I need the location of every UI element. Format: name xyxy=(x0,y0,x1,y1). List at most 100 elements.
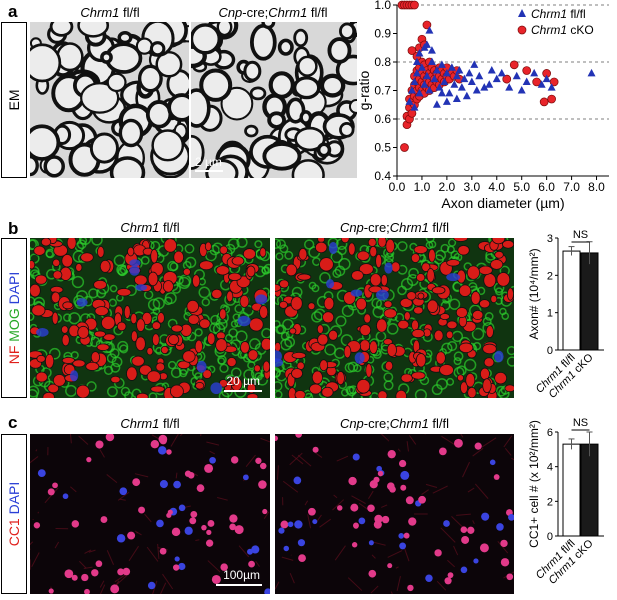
dapi-nucleus xyxy=(129,266,139,276)
em-image-cko: 2 µm xyxy=(191,22,357,178)
nf-axon xyxy=(329,330,338,340)
nf-axon xyxy=(319,258,333,271)
nf-axon xyxy=(337,371,345,384)
nf-axon xyxy=(161,346,168,353)
nf-axon xyxy=(418,293,424,299)
cc1-cell xyxy=(367,504,375,512)
nf-axon xyxy=(147,371,160,383)
nf-axon xyxy=(232,257,244,266)
genotype-suffix: fl/fl xyxy=(159,220,179,235)
cc1-cell xyxy=(248,561,255,568)
axon-profile xyxy=(263,22,274,27)
cko-point xyxy=(523,67,531,75)
nf-axon xyxy=(411,254,419,263)
cc1-cell xyxy=(448,572,454,578)
nf-axon xyxy=(368,238,376,246)
nf-axon xyxy=(384,301,392,308)
nf-axon xyxy=(127,367,138,381)
cc1-cell xyxy=(352,542,357,547)
cc1-cell xyxy=(461,536,469,544)
nf-axon xyxy=(195,340,202,353)
nf-axon xyxy=(385,361,393,370)
panel-a-row-label: EM xyxy=(1,22,27,178)
nf-axon xyxy=(344,346,351,358)
dapi-nucleus xyxy=(238,316,251,326)
cc1-cell xyxy=(255,458,261,464)
nf-axon xyxy=(364,314,371,323)
nf-axon xyxy=(136,393,148,398)
nf-axon xyxy=(491,295,497,302)
panel-b-title-left: Chrm1 fl/fl xyxy=(30,220,270,235)
nf-axon xyxy=(168,335,178,345)
nf-axon xyxy=(473,310,483,319)
nf-axon xyxy=(295,390,305,398)
nf-axon xyxy=(323,312,334,323)
dapi-nucleus xyxy=(376,466,382,472)
dapi-nucleus xyxy=(298,539,305,546)
cc1-cell xyxy=(260,463,266,469)
nf-axon xyxy=(117,322,126,331)
nf-axon xyxy=(53,271,62,279)
dapi-nucleus xyxy=(129,259,140,266)
dapi-nucleus xyxy=(36,328,48,337)
nf-axon xyxy=(322,387,333,397)
nf-axon xyxy=(35,275,47,284)
bar-cko xyxy=(581,444,598,536)
axon-profile xyxy=(269,113,284,127)
nf-axon xyxy=(101,316,115,329)
dapi-nucleus xyxy=(158,446,166,454)
nf-axon xyxy=(36,372,48,382)
nf-axon xyxy=(299,248,307,260)
y-tick-label: 0 xyxy=(547,345,553,357)
stain-legend: CC1 DAPI xyxy=(6,482,22,547)
gene-name: Chrm1 xyxy=(120,416,159,431)
dapi-nucleus xyxy=(178,563,185,570)
cc1-cell xyxy=(389,486,396,493)
dapi-nucleus xyxy=(494,351,503,363)
nf-axon xyxy=(243,249,255,260)
cc1-cell xyxy=(400,485,406,491)
dapi-nucleus xyxy=(284,546,290,552)
dapi-nucleus xyxy=(148,582,155,589)
y-tick-label: 2 xyxy=(547,496,553,508)
y-tick-label: 1.0 xyxy=(374,0,391,12)
axon-profile xyxy=(218,22,231,35)
axon-profile xyxy=(108,74,126,91)
cc1-cell xyxy=(86,457,91,462)
panel-c-title-left: Chrm1 fl/fl xyxy=(30,416,270,431)
cc1-cell xyxy=(444,577,451,584)
nf-axon xyxy=(227,357,236,366)
nf-axon xyxy=(94,331,105,337)
dapi-nucleus xyxy=(197,361,207,373)
nf-axon xyxy=(199,319,210,329)
cc1-cell xyxy=(101,516,108,523)
axon-profile xyxy=(319,144,330,155)
nf-axon xyxy=(432,287,445,294)
dapi-nucleus xyxy=(175,556,180,561)
nf-axon xyxy=(404,312,410,321)
cc1-cell xyxy=(160,437,167,444)
gene-prefix: Cnp xyxy=(218,5,242,20)
cc1-cell xyxy=(151,440,159,448)
cko-point xyxy=(540,98,548,106)
nf-axon xyxy=(151,386,165,392)
nf-axon xyxy=(124,306,130,319)
nf-mog-image-cko xyxy=(275,238,514,398)
nf-axon xyxy=(505,385,514,392)
cc1-cell xyxy=(313,447,319,453)
nf-axon xyxy=(412,372,426,379)
nf-axon xyxy=(30,284,40,297)
nf-axon xyxy=(62,254,73,266)
cc1-cell xyxy=(229,514,237,522)
panel-a-title-right: Cnp-cre;Chrm1 fl/fl xyxy=(190,5,356,20)
nf-axon xyxy=(81,253,94,262)
y-tick-label: 0.9 xyxy=(374,27,391,41)
y-tick-label: 3 xyxy=(547,233,553,245)
dapi-nucleus xyxy=(446,273,460,281)
nf-axon xyxy=(52,292,60,303)
scalebar-fluor xyxy=(224,390,262,392)
nf-axon xyxy=(164,239,177,252)
nf-axon xyxy=(416,274,424,282)
nf-axon xyxy=(414,307,423,314)
nf-axon xyxy=(212,289,222,298)
